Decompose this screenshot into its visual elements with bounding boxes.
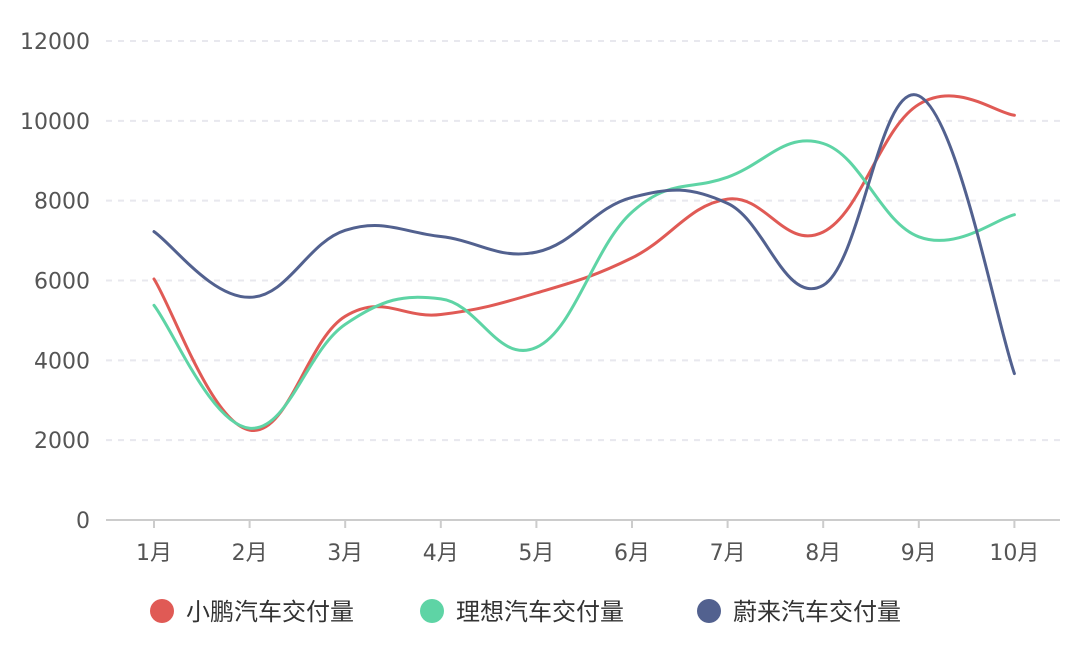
- legend-label: 小鹏汽车交付量: [186, 598, 354, 626]
- legend-item-3[interactable]: 蔚来汽车交付量: [697, 598, 901, 626]
- legend: 小鹏汽车交付量 理想汽车交付量 蔚来汽车交付量: [150, 598, 901, 626]
- series-line-3: [152, 93, 1016, 376]
- x-tick-label: 8月: [805, 541, 841, 566]
- x-tick-label: 9月: [901, 541, 937, 566]
- series-line-1: [152, 94, 1016, 432]
- x-axis: 1月 2月 3月 4月 5月 6月 7月 8月 9月 10月: [106, 519, 1060, 566]
- legend-marker: [420, 599, 444, 623]
- legend-label: 理想汽车交付量: [456, 598, 624, 626]
- y-tick-label: 2000: [34, 429, 90, 454]
- y-tick-label: 0: [76, 509, 90, 534]
- x-tick-label: 5月: [518, 541, 554, 566]
- legend-item-2[interactable]: 理想汽车交付量: [420, 598, 624, 626]
- legend-marker: [150, 599, 174, 623]
- y-tick-label: 12000: [20, 30, 90, 55]
- x-tick-label: 6月: [614, 541, 650, 566]
- x-tick-label: 4月: [423, 541, 459, 566]
- x-tick-label: 1月: [136, 541, 172, 566]
- grid-lines: [106, 40, 1060, 442]
- y-tick-label: 10000: [20, 110, 90, 135]
- series-line-2: [152, 139, 1016, 430]
- y-axis: 0 2000 4000 6000 8000 10000 12000: [20, 30, 90, 534]
- y-tick-label: 6000: [34, 270, 90, 295]
- y-tick-label: 4000: [34, 349, 90, 374]
- legend-marker: [697, 599, 721, 623]
- legend-label: 蔚来汽车交付量: [733, 598, 901, 626]
- y-tick-label: 8000: [34, 190, 90, 215]
- x-tick-label: 7月: [710, 541, 746, 566]
- legend-item-1[interactable]: 小鹏汽车交付量: [150, 598, 354, 626]
- x-tick-label: 3月: [327, 541, 363, 566]
- x-tick-label: 2月: [232, 541, 268, 566]
- x-tick-label: 10月: [989, 541, 1039, 566]
- series-lines: [152, 93, 1016, 432]
